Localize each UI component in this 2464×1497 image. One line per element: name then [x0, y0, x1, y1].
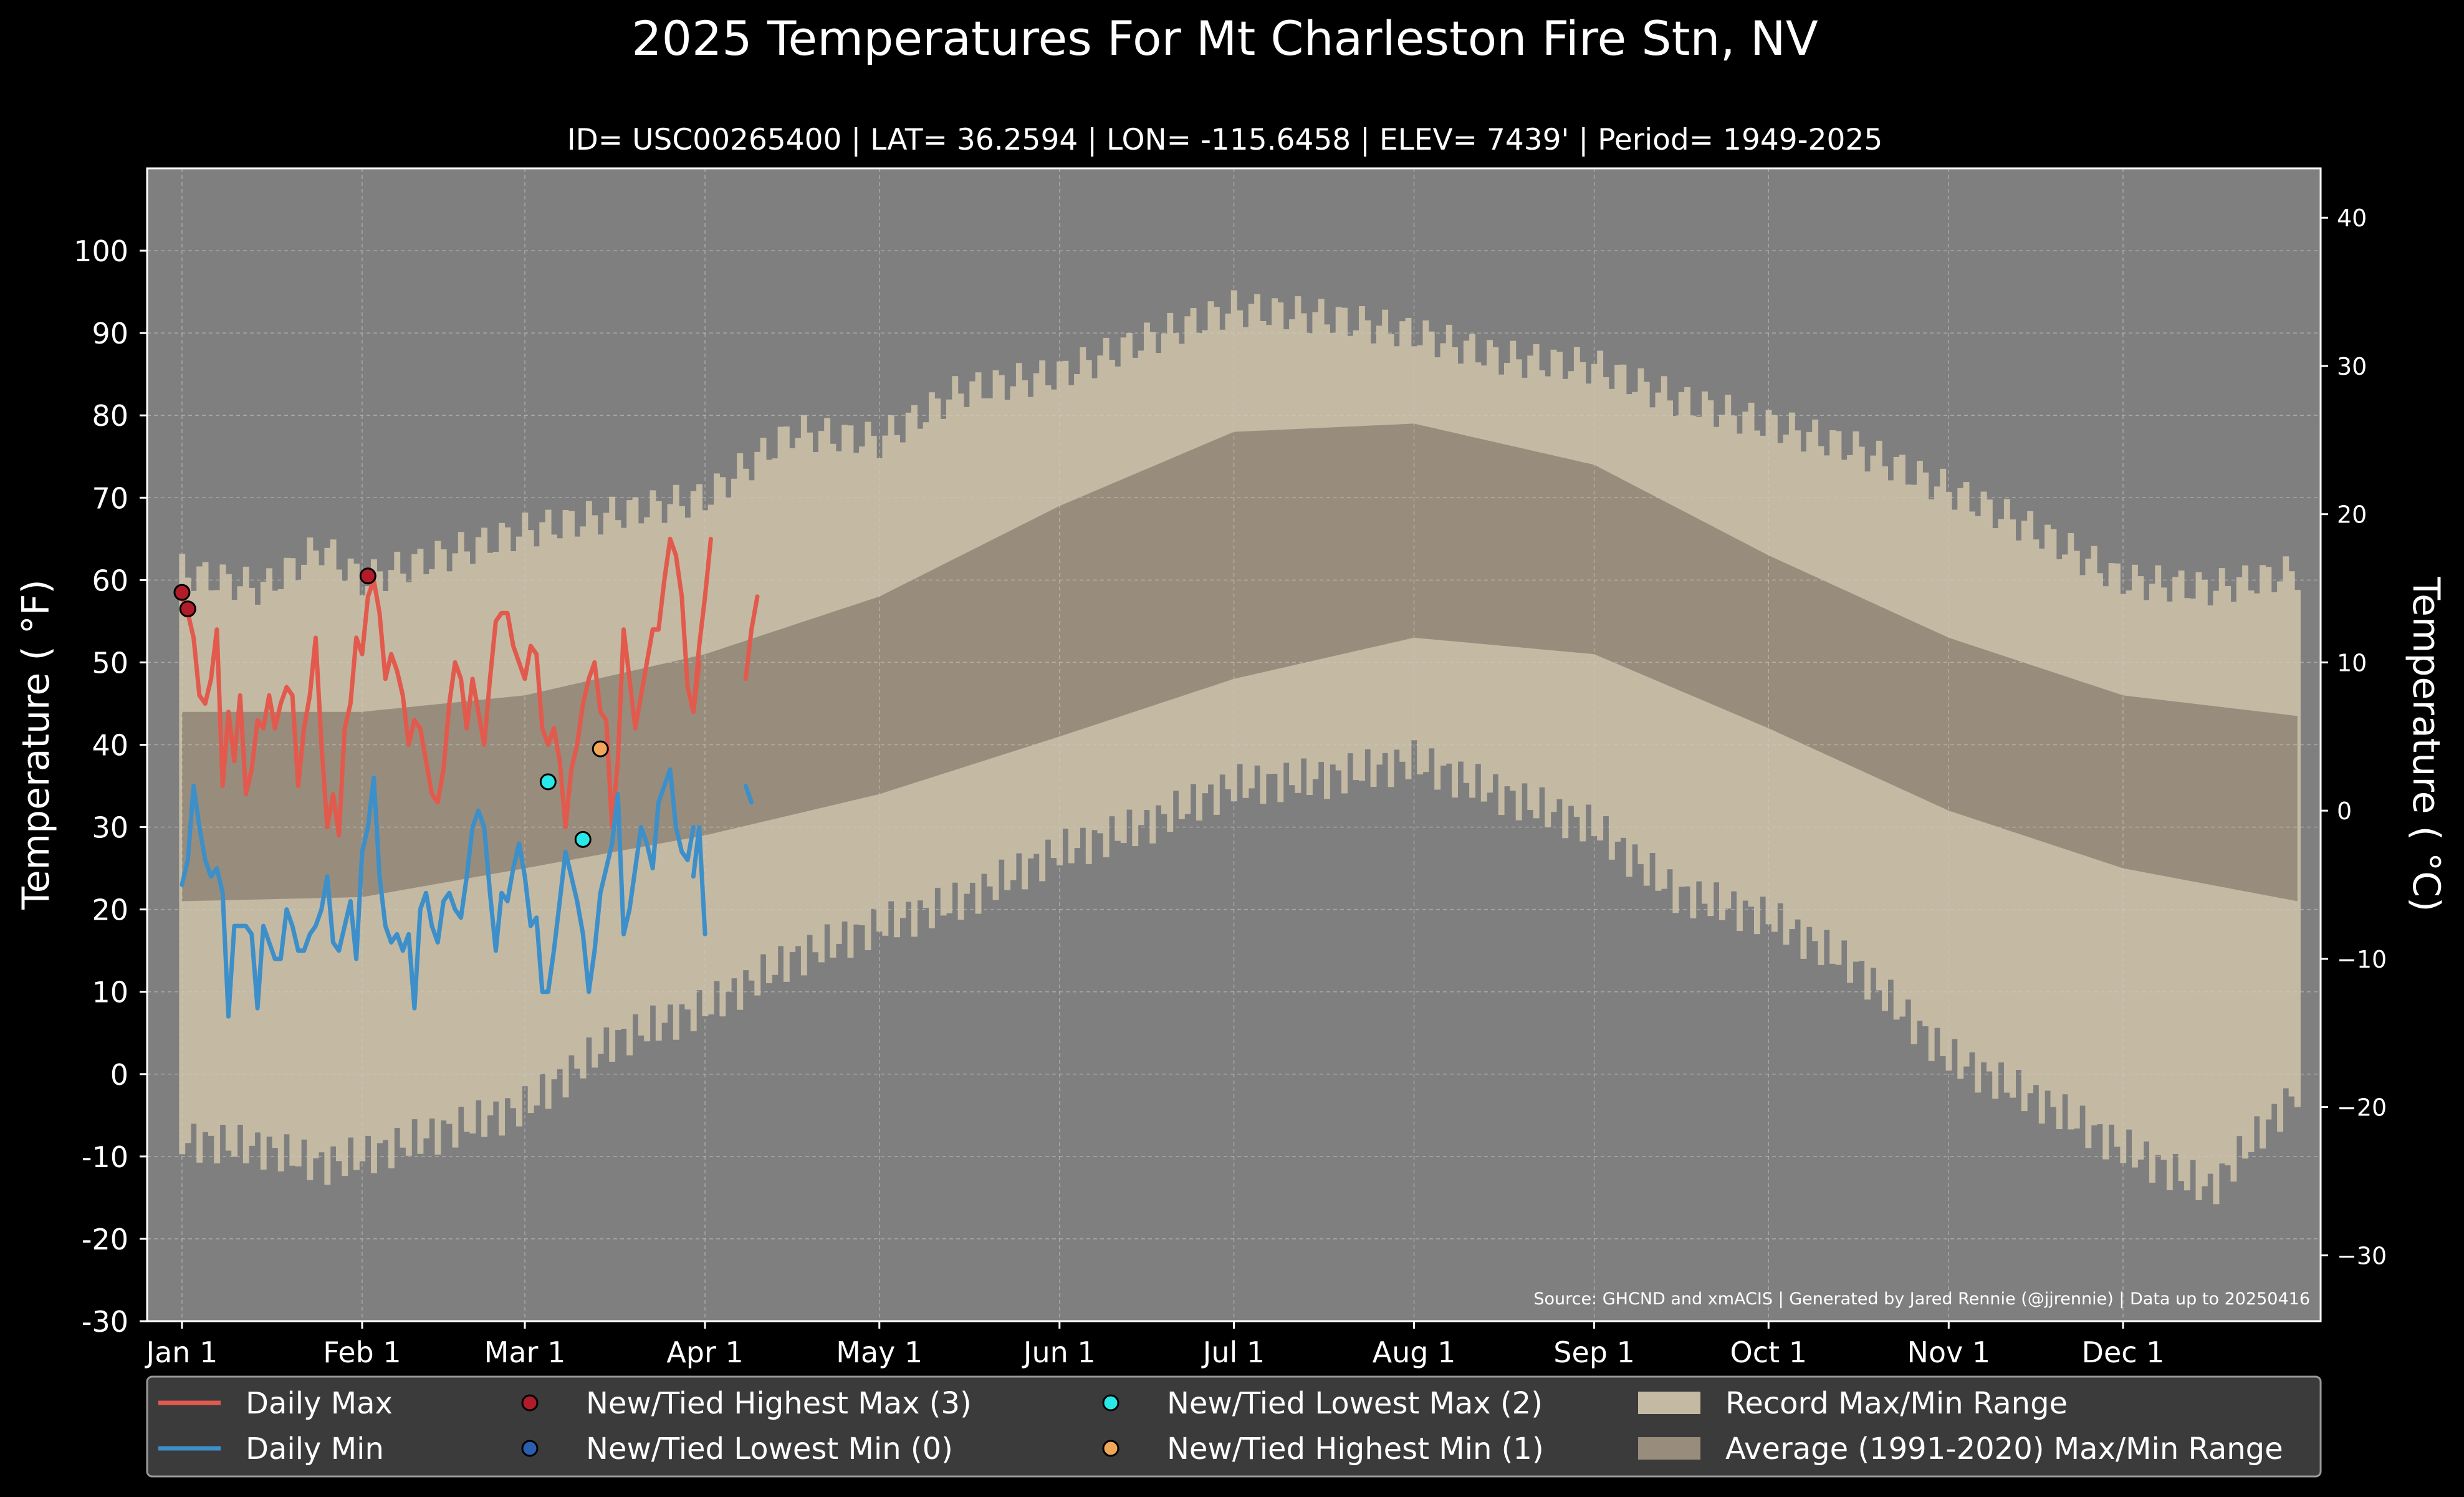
record-marker-point: [359, 567, 376, 585]
x-tick-label: Jul 1: [1201, 1336, 1265, 1369]
legend-label: Average (1991-2020) Max/Min Range: [1725, 1432, 2283, 1466]
x-tick-label: Jan 1: [145, 1336, 218, 1369]
y-tick-label-right: −20: [2337, 1094, 2387, 1122]
x-tick-label: Jun 1: [1022, 1336, 1096, 1369]
legend-swatch-patch: [1638, 1437, 1700, 1460]
legend-swatch-dot: [521, 1394, 539, 1412]
y-tick-label-right: 40: [2337, 205, 2367, 232]
y-tick-label: 70: [92, 481, 128, 515]
legend-swatch-dot: [1102, 1440, 1119, 1457]
y-axis-left: -30 -20 -10 0 10 20 30 40 50 60 70 80 90 100: [74, 234, 147, 1339]
x-tick-label: Oct 1: [1730, 1336, 1807, 1369]
source-note: Source: GHCND and xmACIS | Generated by …: [1533, 1289, 2310, 1309]
series-lines: [180, 536, 760, 1019]
y-axis-right: −30 −20 −10 0 10 20 30 40: [2321, 205, 2387, 1269]
y-tick-label: 100: [74, 234, 128, 268]
series-line-daily-max: [180, 536, 702, 838]
legend-label: Daily Max: [246, 1386, 393, 1421]
record-range-bar: [2149, 584, 2155, 1183]
record-range-bar: [2207, 605, 2214, 1174]
record-range-bar: [2102, 586, 2109, 1160]
y-tick-label-right: −10: [2337, 946, 2387, 973]
x-tick-label: Apr 1: [666, 1336, 743, 1369]
record-marker-point: [539, 773, 557, 791]
legend-label: New/Tied Lowest Min (0): [586, 1432, 953, 1466]
y-tick-label: -30: [82, 1305, 128, 1339]
y-tick-label: -20: [82, 1223, 128, 1256]
y-tick-label: 10: [92, 976, 128, 1009]
x-tick-label: Mar 1: [484, 1336, 566, 1369]
x-tick-label: Feb 1: [323, 1336, 401, 1369]
legend-label: New/Tied Lowest Max (2): [1167, 1386, 1543, 1421]
y-tick-label: 60: [92, 564, 128, 597]
legend: Daily Max Daily Min New/Tied Highest Max (…: [146, 1375, 2322, 1478]
series-line-daily-min: [743, 784, 754, 805]
record-range-bar: [2230, 602, 2237, 1182]
x-tick-label: May 1: [836, 1336, 923, 1369]
legend-swatch-patch: [1638, 1392, 1700, 1414]
record-marker-point: [173, 584, 191, 601]
y-tick-label: 20: [92, 893, 128, 927]
y-tick-label: 40: [92, 729, 128, 763]
chart-title: 2025 Temperatures For Mt Charleston Fire…: [631, 11, 1818, 66]
x-tick-label: Aug 1: [1373, 1336, 1456, 1369]
series-line-daily-min: [180, 767, 696, 1019]
grid-lines: [147, 168, 2321, 1322]
y-tick-label: 90: [92, 317, 128, 350]
legend-label: Record Max/Min Range: [1725, 1386, 2068, 1421]
y-tick-label: 0: [110, 1058, 128, 1092]
series-line-daily-max: [743, 594, 760, 681]
legend-swatch-dot: [1102, 1394, 1119, 1412]
legend-box: [146, 1375, 2322, 1478]
chart-subtitle: ID= USC00265400 | LAT= 36.2594 | LON= -1…: [567, 123, 1883, 157]
legend-swatch-dot: [521, 1440, 539, 1457]
y-axis-label-left: Temperature ( °F): [14, 579, 58, 910]
legend-label: Daily Min: [246, 1432, 384, 1466]
y-tick-label: 80: [92, 399, 128, 433]
x-tick-label: Dec 1: [2082, 1336, 2165, 1369]
record-range-bar: [2213, 590, 2220, 1205]
series-line-daily-min: [691, 825, 707, 936]
plot-area: Source: GHCND and xmACIS | Generated by …: [146, 167, 2322, 1322]
y-tick-label-right: 30: [2337, 353, 2367, 380]
legend-label: New/Tied Highest Min (1): [1167, 1432, 1544, 1466]
record-marker-point: [179, 600, 196, 618]
record-range-bar: [2195, 572, 2202, 1200]
y-tick-label-right: 20: [2337, 501, 2367, 529]
record-range-bar: [2166, 601, 2173, 1190]
record-marker-point: [592, 740, 609, 758]
y-tick-label-right: 10: [2337, 649, 2367, 676]
x-tick-label: Sep 1: [1553, 1336, 1635, 1369]
x-tick-label: Nov 1: [1907, 1336, 1990, 1369]
series-line-daily-max: [691, 536, 713, 715]
legend-label: New/Tied Highest Max (3): [586, 1386, 972, 1421]
x-axis: Jan 1 Feb 1 Mar 1 Apr 1 May 1 Jun 1 Jul 1 Aug 1…: [145, 1321, 2165, 1369]
y-tick-label-right: −30: [2337, 1242, 2387, 1269]
record-markers: [173, 567, 609, 848]
y-tick-label: 50: [92, 646, 128, 680]
record-range-bar: [2294, 590, 2301, 1107]
y-tick-label: 30: [92, 811, 128, 845]
y-axis-label-right: Temperature ( °C): [2404, 577, 2448, 912]
y-tick-label: -10: [82, 1140, 128, 1174]
record-marker-point: [574, 830, 592, 848]
y-tick-label-right: 0: [2337, 797, 2352, 825]
record-range-bar: [2184, 598, 2190, 1191]
